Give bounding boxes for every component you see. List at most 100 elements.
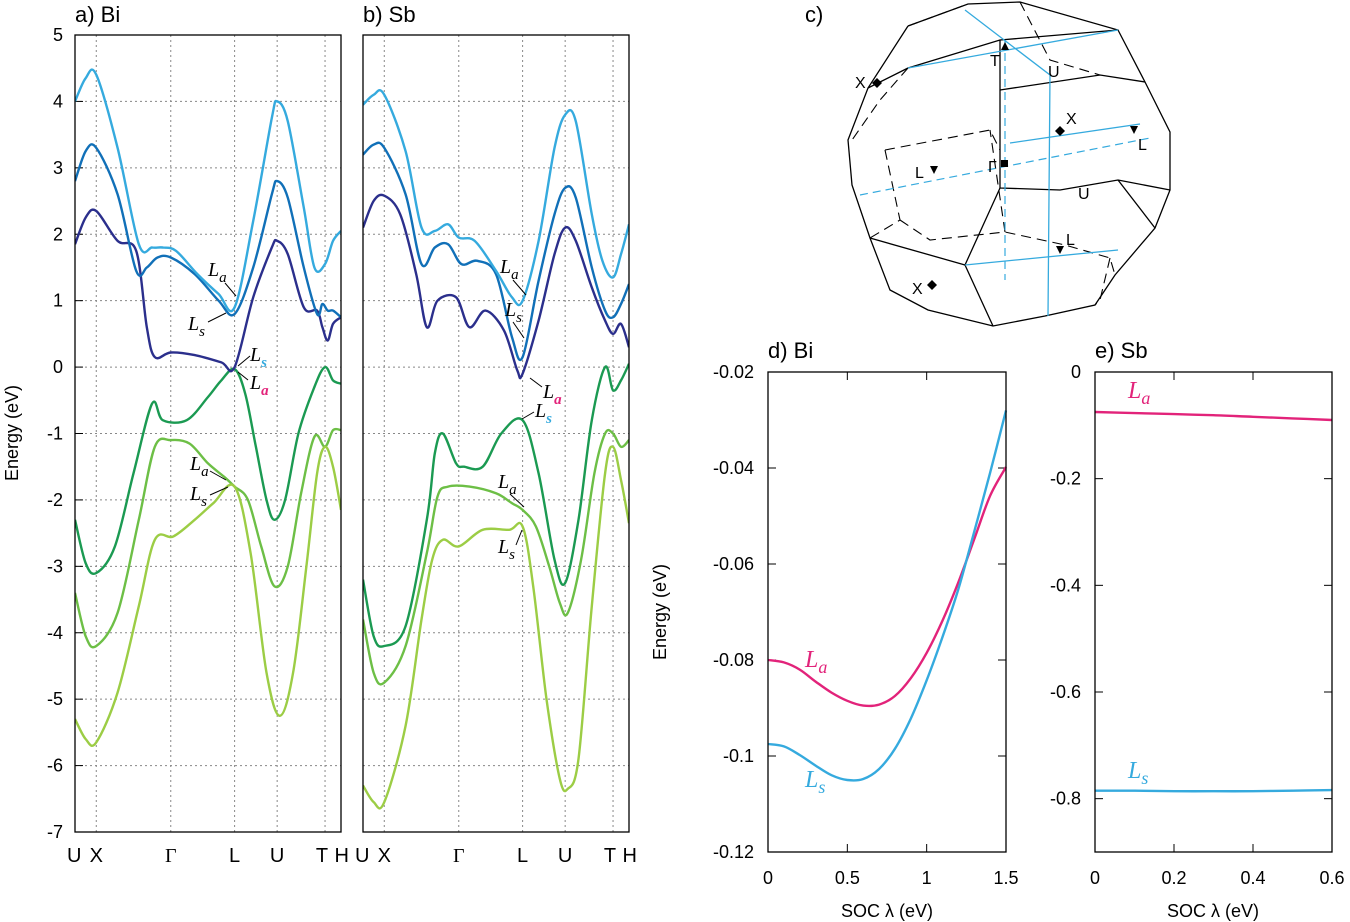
panel-b-title: b) Sb <box>363 2 416 27</box>
panel-d-Ls-sub: s <box>818 777 825 797</box>
y-tick-label: 1 <box>53 291 63 311</box>
bz-outer-edges <box>847 1 1171 327</box>
panel-d-ylabel: Energy (eV) <box>650 564 670 660</box>
panel-a-title: a) Bi <box>75 2 120 27</box>
kpoint-label: X <box>90 845 103 867</box>
ann-a-Ls-mid: Ls <box>249 344 267 371</box>
bz-hidden-edges <box>851 1 1116 306</box>
bz-label-L-bottom: L <box>1066 232 1075 249</box>
arrow-b-La-top <box>512 279 527 296</box>
kpoint-label: U <box>270 845 284 867</box>
panel-e-Ls-sub: s <box>1141 768 1148 788</box>
band-line-band3 <box>363 445 629 810</box>
y-tick-label: -0.2 <box>1050 469 1081 489</box>
ann-b-La-low-main: L <box>497 471 509 493</box>
ann-a-La-top-main: L <box>207 259 219 281</box>
x-tick-label: 1.5 <box>993 868 1018 888</box>
ann-b-Ls-top-main: L <box>504 299 516 321</box>
bz-point-L-right <box>1130 126 1138 134</box>
panel-a-yticks: 5 4 3 2 1 0 -1 -2 -3 -4 -5 -6 -7 <box>47 25 83 842</box>
band-line-band6 <box>363 89 629 307</box>
panel-d-Ls-label: Ls <box>804 767 825 797</box>
y-tick-label: -0.12 <box>713 842 754 862</box>
band-line-band4 <box>363 193 629 380</box>
panel-c-brillouin-zone: T U X L Γ U L L X X <box>847 1 1171 327</box>
band-line-band5 <box>363 141 629 362</box>
ann-b-Ls-low-sub: s <box>509 547 515 563</box>
panel-a-frame <box>74 34 342 833</box>
band-line-band5 <box>75 143 341 319</box>
ann-a-La-mid-sub: a <box>261 383 269 399</box>
panel-e: 0-0.2-0.4-0.6-0.8 0 0.2 0.4 0.6 SOC λ (eV) … <box>1050 362 1345 921</box>
ann-b-La-top: La <box>499 256 519 283</box>
y-tick-label: -7 <box>47 822 63 842</box>
arrow-b-Ls-top <box>512 321 525 339</box>
bz-labels: T U X L Γ U L L X X <box>855 53 1147 298</box>
y-tick-label: -0.6 <box>1050 682 1081 702</box>
y-tick-label: -0.06 <box>713 554 754 574</box>
band-line-band4 <box>75 208 341 373</box>
band-line-band1 <box>363 363 629 648</box>
kpoint-label: U <box>67 845 81 867</box>
arrow-a-La-top <box>224 282 237 297</box>
bz-label-X-bottom: X <box>912 281 923 298</box>
ann-b-Ls-mid: Ls <box>534 400 552 427</box>
panel-a-ann-labels: La Ls Ls La La Ls <box>187 259 269 510</box>
panel-b-annotations <box>509 279 543 546</box>
ann-b-La-low: La <box>497 471 517 498</box>
y-tick-label: 2 <box>53 224 63 244</box>
panel-e-Ls-main: L <box>1127 758 1141 784</box>
ann-b-La-mid-sub: a <box>554 392 562 408</box>
panel-a-annotations <box>207 282 251 496</box>
panel-e-La-sub: a <box>1141 388 1150 408</box>
arrow-a-Ls-low <box>209 486 229 496</box>
arrow-b-Ls-mid <box>521 411 535 420</box>
ann-a-La-low-sub: a <box>201 464 209 480</box>
band-line-band2 <box>75 427 341 649</box>
ann-b-La-low-sub: a <box>509 482 517 498</box>
panel-b-frame <box>362 34 630 833</box>
arrow-b-Ls-low <box>515 529 523 546</box>
soc-line-La <box>767 466 1008 708</box>
ann-b-La-mid: La <box>542 381 562 408</box>
y-tick-label: -0.02 <box>713 362 754 382</box>
panel-e-xticks: 0 0.2 0.4 0.6 <box>1090 372 1345 888</box>
y-tick-label: -0.1 <box>723 746 754 766</box>
panel-d-xticks: 0 0.5 1 1.5 <box>763 372 1019 888</box>
bz-point-X-left <box>872 78 882 88</box>
band-line-band6 <box>75 68 341 313</box>
x-tick-label: 0.6 <box>1319 868 1344 888</box>
ann-b-La-top-sub: a <box>511 267 519 283</box>
panel-d-Ls-main: L <box>804 767 818 793</box>
soc-line-Ls <box>767 410 1008 782</box>
ann-a-Ls-top-main: L <box>187 313 199 335</box>
y-tick-label: -0.08 <box>713 650 754 670</box>
bz-point-X-center <box>1055 126 1065 136</box>
bz-point-Gamma <box>1001 160 1008 167</box>
panel-d-xlabel: SOC λ (eV) <box>841 901 933 921</box>
panel-d-lines <box>767 410 1008 782</box>
panel-a-grid <box>75 35 341 832</box>
x-tick-label: 0.4 <box>1240 868 1265 888</box>
ann-a-Ls-top: Ls <box>187 313 205 340</box>
panel-d-La-main: L <box>804 647 818 673</box>
y-tick-label: -5 <box>47 689 63 709</box>
ann-a-La-mid: La <box>249 372 269 399</box>
kpoint-label: Γ <box>453 845 465 867</box>
x-tick-label: 0.2 <box>1161 868 1186 888</box>
ann-b-Ls-top: Ls <box>504 299 522 326</box>
x-tick-label: 0 <box>763 868 773 888</box>
bz-label-U-mid: U <box>1078 186 1090 203</box>
ann-b-La-mid-main: L <box>542 381 554 403</box>
band-line-band3 <box>75 445 341 747</box>
ann-b-Ls-mid-sub: s <box>545 411 552 427</box>
arrow-a-Ls-top <box>207 312 227 323</box>
panel-a-bands <box>75 68 341 747</box>
y-tick-label: 4 <box>53 91 63 111</box>
panel-a-ylabel: Energy (eV) <box>2 385 22 481</box>
bz-blue-lines <box>907 9 1141 317</box>
bz-label-X-left: X <box>855 75 866 92</box>
